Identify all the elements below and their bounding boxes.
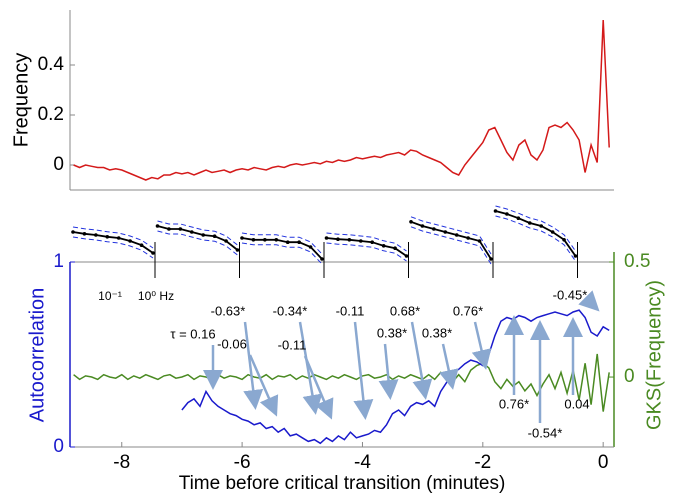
inset-band [495, 205, 576, 252]
inset-line [241, 237, 323, 260]
annotation-arrow [471, 321, 492, 370]
inset-band [241, 242, 323, 265]
annotation-arrow [243, 321, 264, 410]
data-line [181, 309, 610, 445]
y-label: Autocorrelation [26, 288, 48, 423]
annotation: -0.63* [211, 303, 246, 318]
y2-tick-label: 0 [624, 366, 635, 387]
inset-band [410, 216, 492, 255]
annotation: 0.38* [377, 325, 407, 340]
inset-band [241, 232, 323, 255]
inset-line [495, 210, 577, 257]
inset-band [157, 230, 238, 256]
x-tick-label: -4 [354, 452, 371, 473]
inset-band [410, 226, 492, 265]
inset-label: 10⁻¹ [98, 289, 122, 303]
x-tick-label: -8 [113, 452, 130, 473]
annotation-arrow [303, 355, 334, 420]
annotation-arrow [353, 321, 374, 420]
annotation: -0.54* [528, 425, 563, 440]
inset-line [157, 225, 239, 251]
x-tick-label: -6 [234, 452, 251, 473]
annotation: 0.68* [390, 303, 420, 318]
annotation: 0.38* [422, 325, 452, 340]
inset-band [326, 232, 407, 252]
y2-label: GKS(Frequency) [643, 280, 665, 430]
inset-line [326, 237, 408, 257]
annotation: -0.11 [278, 337, 307, 352]
annotation-arrow [410, 321, 433, 400]
annotation-arrow [298, 321, 323, 415]
x-tick-label: 0 [598, 452, 609, 473]
x-label: Time before critical transition (minutes… [179, 473, 506, 494]
annotation-arrow [439, 343, 459, 390]
annotation-arrow [578, 290, 600, 312]
annotation: -0.34* [273, 303, 308, 318]
annotation: 0.04 [564, 396, 589, 411]
inset-band [495, 215, 576, 262]
annotation-arrow [378, 343, 399, 400]
x-tick-label: -2 [474, 452, 491, 473]
annotation: τ = 0.16 [170, 326, 215, 341]
y2-tick-label: 0.5 [624, 251, 650, 272]
inset-label: 10⁰ Hz [138, 289, 174, 303]
data-line [73, 19, 610, 181]
annotation: -0.45* [553, 287, 588, 302]
y-label: Frequency [10, 53, 32, 148]
inset-band [157, 220, 238, 246]
inset-line [410, 220, 492, 260]
annotation: 0.76* [453, 303, 483, 318]
annotation: -0.06 [217, 336, 247, 351]
y-tick-label: 0 [53, 436, 64, 457]
inset-line [72, 231, 154, 254]
annotation-arrow [248, 354, 279, 417]
y-tick-label: 1 [53, 251, 64, 272]
inset-band [326, 242, 407, 262]
y-tick-label: 0.2 [38, 104, 64, 125]
inset-band [72, 236, 154, 259]
y-tick-label: 0 [53, 154, 64, 175]
inset-band [72, 226, 154, 249]
annotation: -0.11 [336, 303, 365, 318]
y-tick-label: 0.4 [38, 54, 65, 75]
annotation: 0.76* [499, 396, 529, 411]
data-line [73, 353, 610, 412]
